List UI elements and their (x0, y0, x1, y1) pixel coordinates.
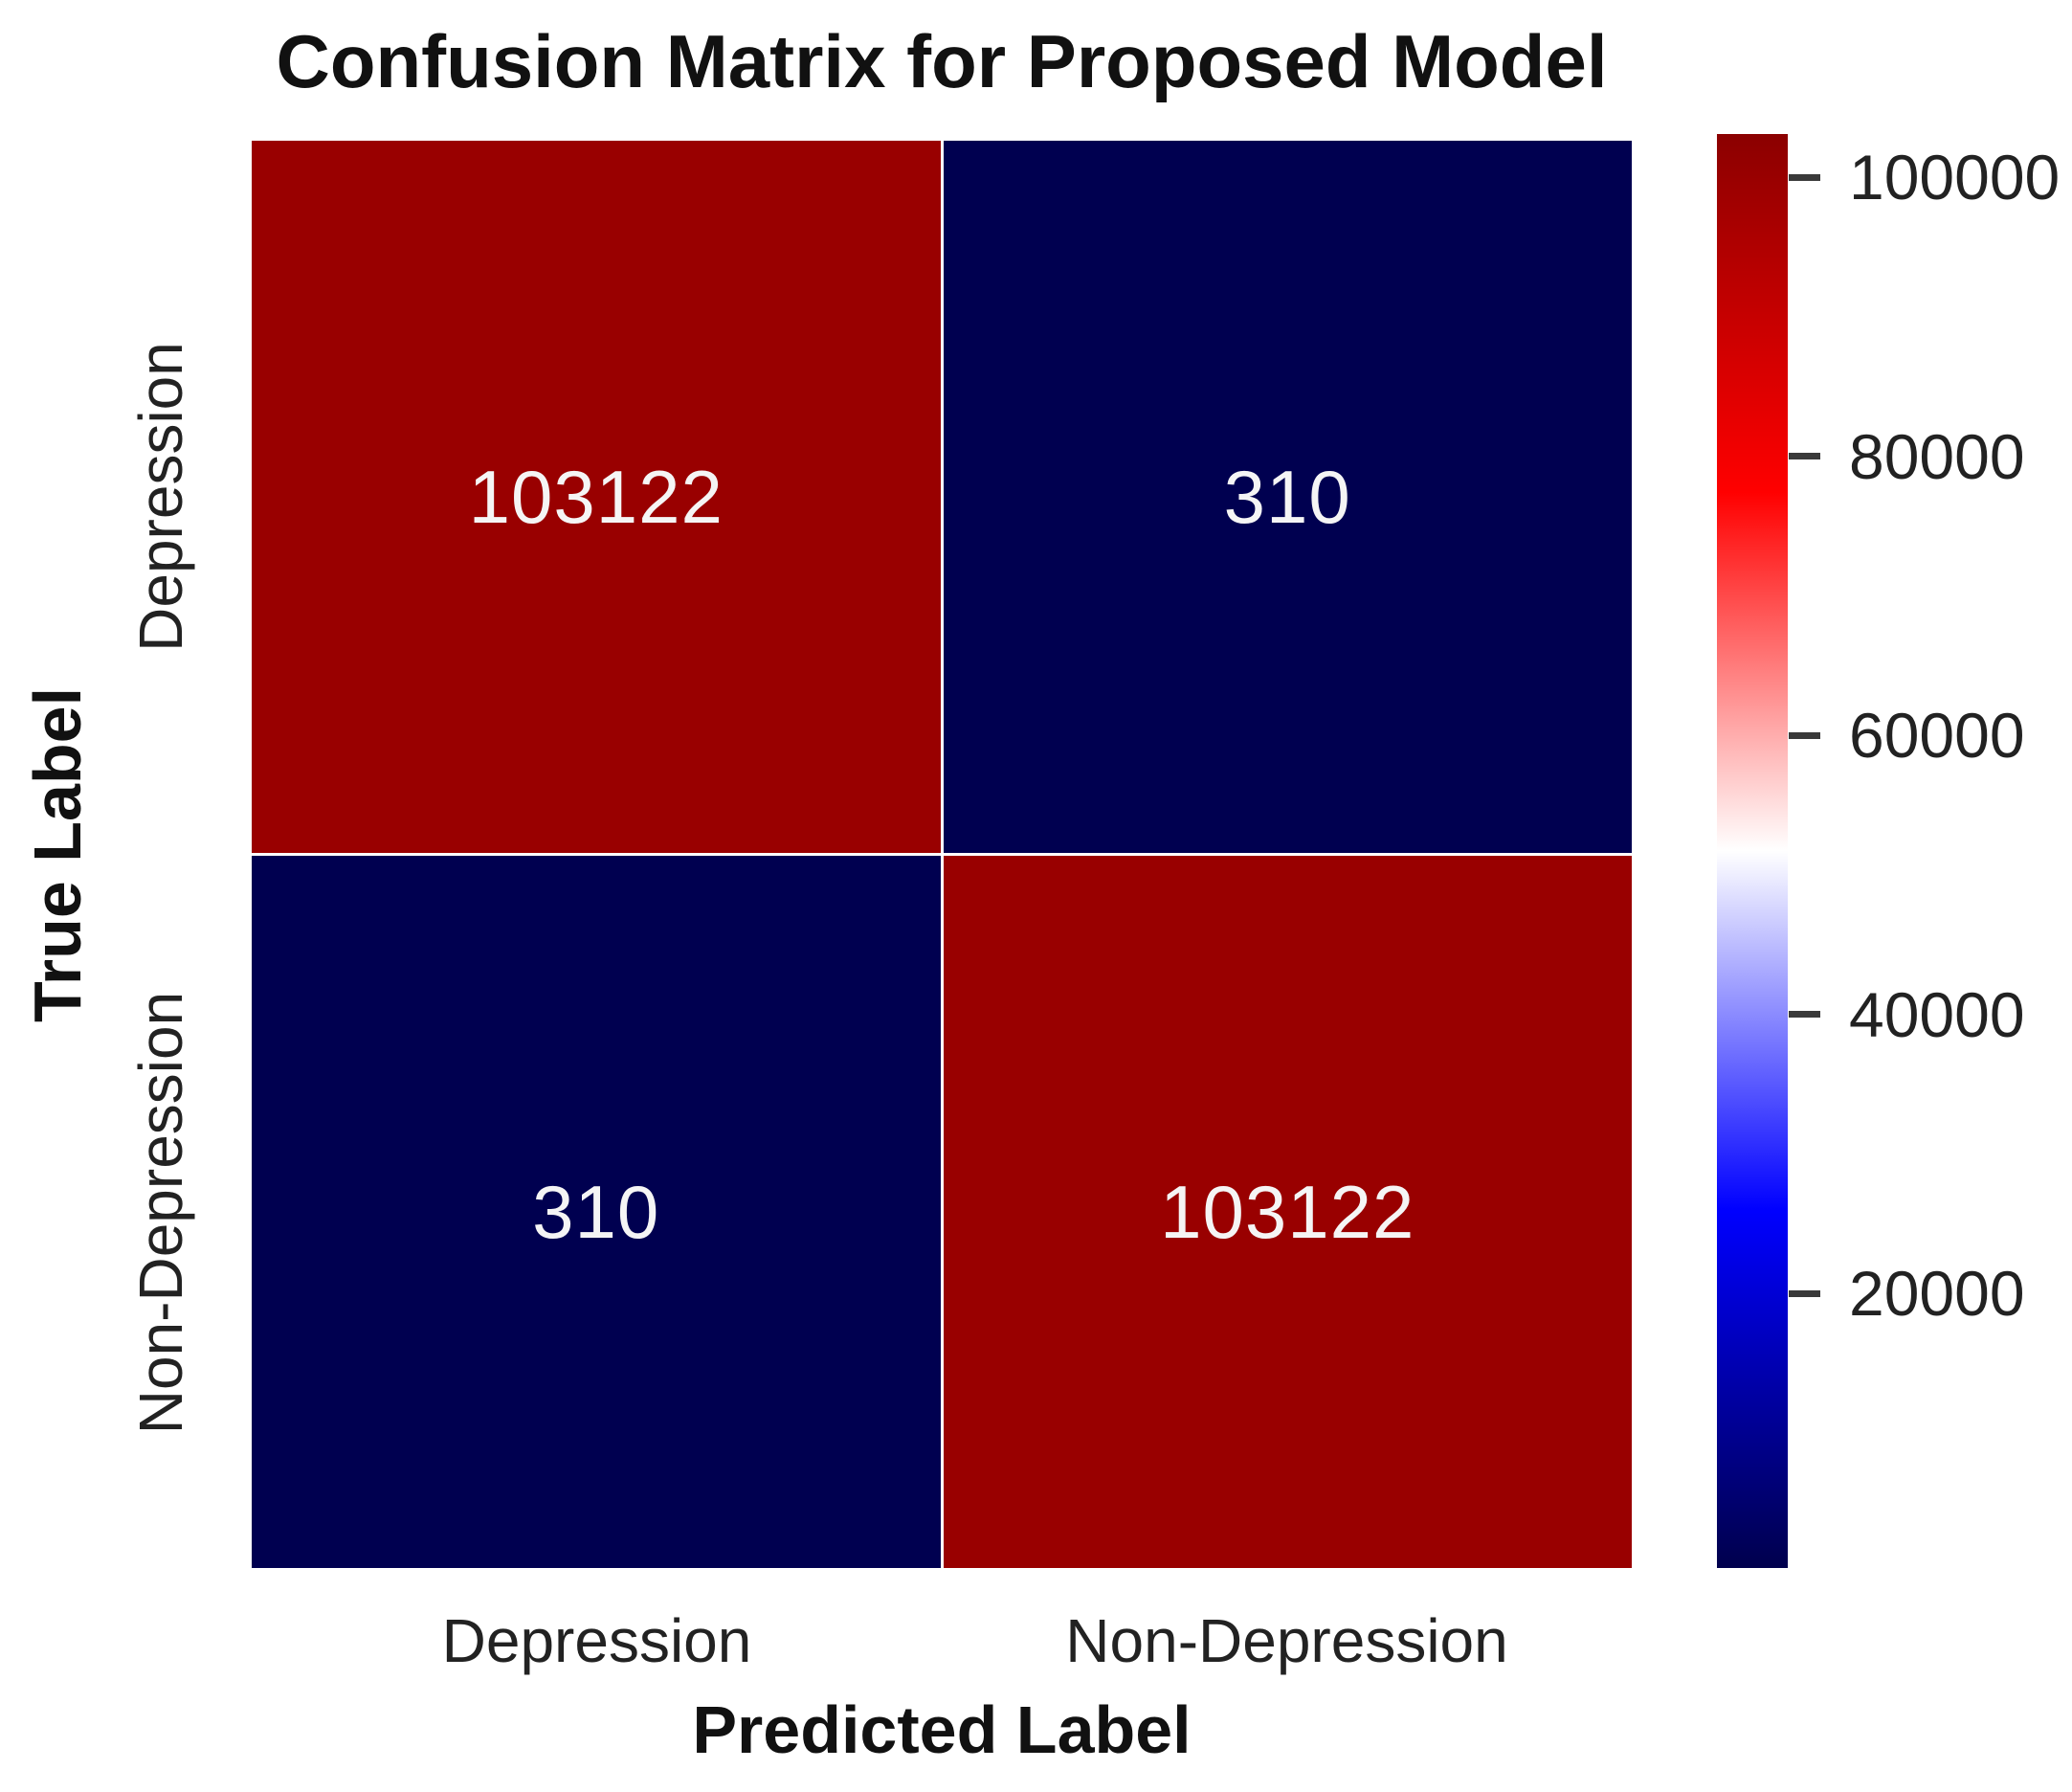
x-tick-depression: Depression (441, 1606, 752, 1675)
cell-value: 103122 (468, 454, 724, 539)
y-tick-label: Depression (126, 341, 195, 652)
colorbar-tick-label: 20000 (1849, 1258, 2025, 1330)
colorbar-tick-mark (1789, 1289, 1820, 1297)
colorbar (1717, 134, 1788, 1568)
y-tick-non-depression: Non-Depression (124, 858, 197, 1568)
matrix-cell-r0c0: 103122 (252, 141, 941, 853)
cell-value: 310 (532, 1169, 660, 1254)
chart-title: Confusion Matrix for Proposed Model (276, 19, 1608, 103)
y-tick-label: Non-Depression (126, 991, 195, 1435)
heatmap-grid: 103122 310 310 103122 (252, 141, 1632, 1568)
y-axis-label: True Label (17, 141, 98, 1568)
y-axis-label-text: True Label (20, 686, 96, 1022)
matrix-cell-r0c1: 310 (943, 141, 1632, 853)
colorbar-tick-mark (1789, 173, 1820, 181)
colorbar-tick-label: 60000 (1849, 700, 2025, 772)
x-axis-label: Predicted Label (692, 1692, 1192, 1767)
colorbar-tick-mark (1789, 453, 1820, 460)
x-ticks: Depression Non-Depression (252, 1610, 1632, 1671)
matrix-cell-r1c1: 103122 (943, 856, 1632, 1568)
colorbar-tick-label: 80000 (1849, 420, 2025, 492)
x-tick-non-depression: Non-Depression (1065, 1606, 1508, 1675)
cell-value: 310 (1223, 454, 1351, 539)
y-tick-depression: Depression (124, 141, 197, 852)
colorbar-tick-mark (1789, 731, 1820, 739)
colorbar-tick-mark (1789, 1011, 1820, 1019)
colorbar-tick-label: 100000 (1849, 142, 2061, 213)
cell-value: 103122 (1160, 1169, 1415, 1254)
colorbar-tick-label: 40000 (1849, 978, 2025, 1050)
matrix-cell-r1c0: 310 (252, 856, 941, 1568)
